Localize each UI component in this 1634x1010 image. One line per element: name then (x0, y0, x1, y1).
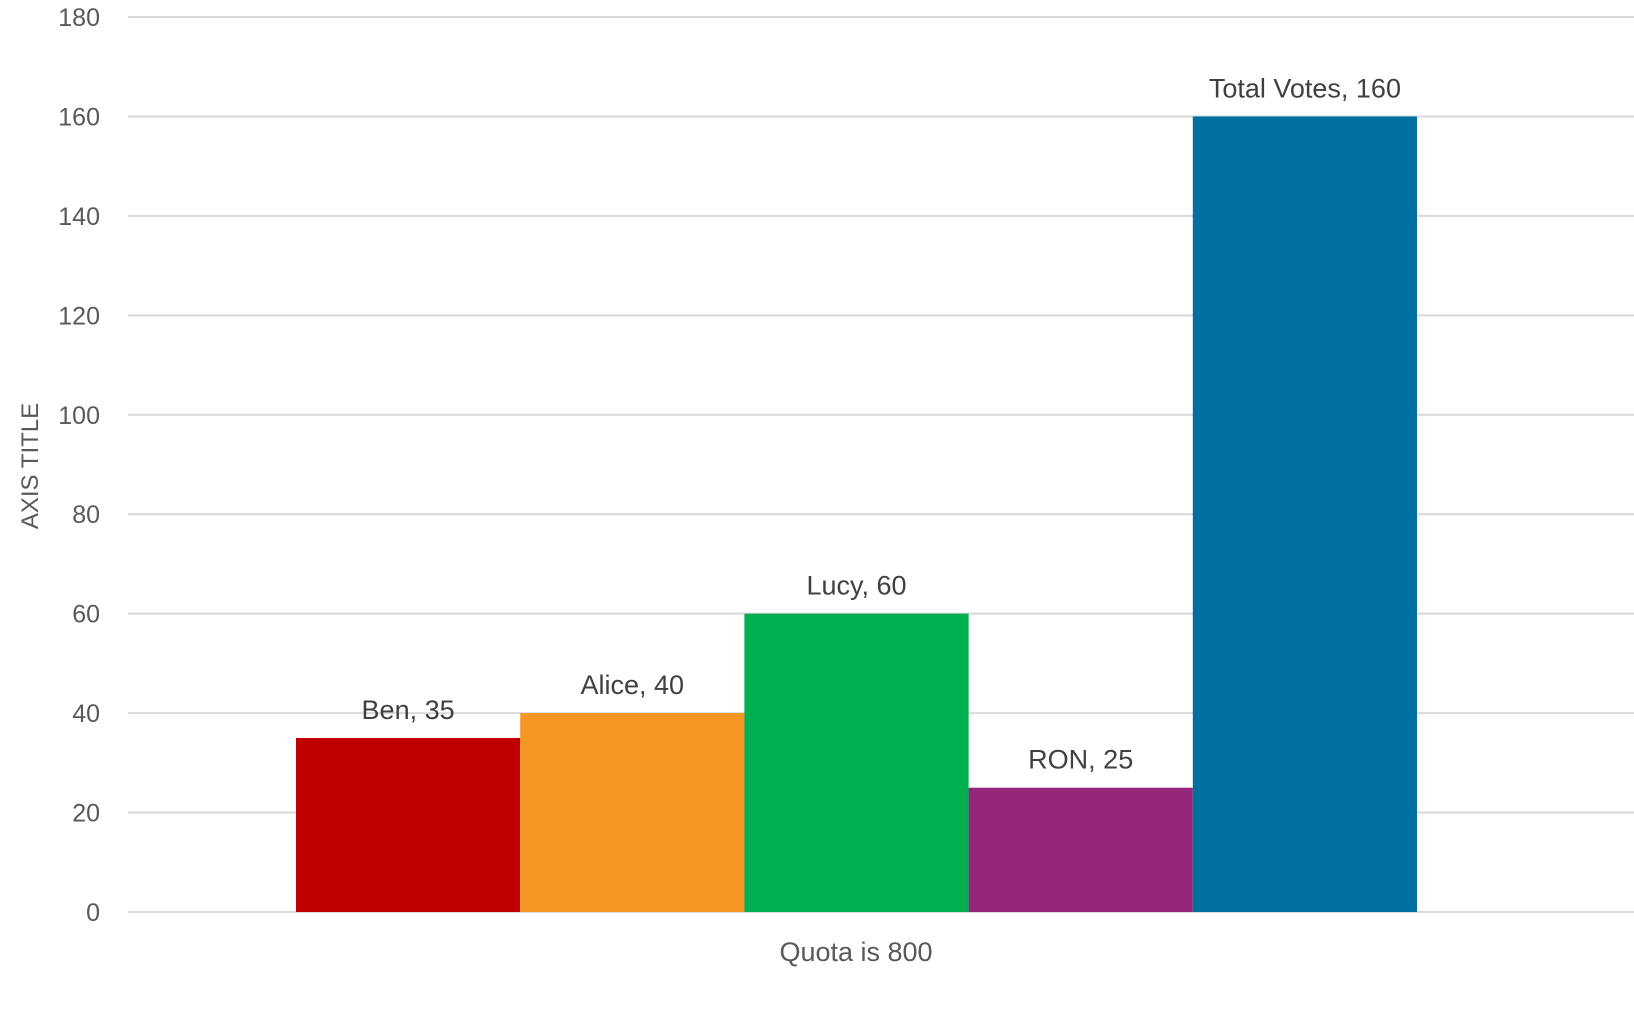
y-tick-label: 80 (72, 501, 100, 529)
data-labels: Ben, 35 Alice, 40 Lucy, 60 RON, 25 Total Vot… (362, 73, 1401, 774)
y-tick-label: 100 (58, 402, 100, 430)
y-tick-label: 60 (72, 601, 100, 629)
y-tick-label: 0 (86, 899, 100, 927)
y-tick-label: 40 (72, 700, 100, 728)
y-axis-title: AXIS TITLE (17, 403, 44, 529)
y-tick-label: 160 (58, 103, 100, 131)
bars (296, 116, 1417, 912)
bar-lucy (744, 613, 969, 912)
data-label-ron: RON, 25 (1028, 745, 1133, 775)
y-tick-label: 120 (58, 302, 100, 330)
y-tick-label: 180 (58, 4, 100, 32)
data-label-ben: Ben, 35 (362, 695, 455, 725)
y-tick-label: 140 (58, 203, 100, 231)
data-label-lucy: Lucy, 60 (806, 571, 906, 601)
data-label-total-votes: Total Votes, 160 (1209, 73, 1401, 103)
y-axis-ticks: 0 20 40 60 80 100 120 140 160 180 (58, 4, 100, 927)
bar-total-votes (1192, 116, 1417, 912)
x-category-label: Quota is 800 (779, 937, 932, 967)
bar-alice (520, 713, 745, 912)
y-tick-label: 20 (72, 800, 100, 828)
data-label-alice: Alice, 40 (581, 670, 685, 700)
bar-ron (968, 787, 1193, 912)
bar-ben (296, 737, 521, 912)
